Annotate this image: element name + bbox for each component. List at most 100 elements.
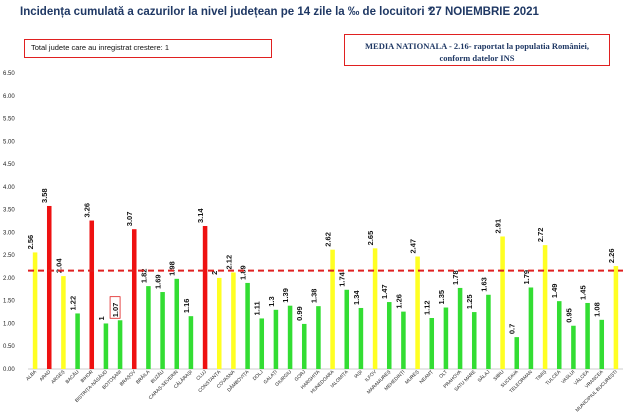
bar-cluj [202,226,208,369]
value-label: 0.95 [564,308,573,323]
value-label: 2.04 [54,258,63,273]
bar-gala-i [273,309,279,369]
national-average-box: MEDIA NATIONALA - 2.16- raportat la popu… [344,34,610,66]
bar-s-laj [486,294,491,369]
national-average-line2: conform datelor INS [439,53,515,63]
value-label: 1.45 [579,285,588,300]
y-tick-label: 5.00 [3,139,15,145]
bar-giurgiu [287,305,293,369]
bar-mure- [415,256,420,369]
value-label: 2.91 [494,219,503,234]
category-label: DOLJ [252,369,265,382]
value-label: 1.89 [239,265,248,280]
category-label: ALBA [25,369,38,382]
bar-municipiul-bucure-ti [613,266,619,369]
bar-arge- [61,276,66,369]
value-label: 1.11 [253,301,262,315]
bar-satu-mare [471,312,477,369]
y-tick-label: 6.00 [3,94,15,100]
category-label: BRAȘOV [119,369,138,388]
y-tick-label: 2.50 [3,253,15,259]
y-tick-label: 3.50 [3,208,15,214]
category-label: GORJ [293,369,307,383]
bar-hunedoara [330,249,335,369]
value-label: 1.35 [437,290,446,305]
value-label: 1.47 [380,284,389,299]
value-label: 1.38 [309,289,318,304]
bar-alba [32,252,38,369]
category-label: DÂMBOVIȚA [226,368,251,393]
bar-ia-i [358,307,364,369]
bar-d-mbovi-a [245,282,250,369]
value-label: 1.49 [550,284,559,299]
bar-buz-u [160,292,165,369]
bar-harghita [316,306,321,369]
chart-title: Incidența cumulată a cazurilor la nivel … [20,6,433,18]
value-label: 2.26 [607,248,616,263]
value-label: 3.58 [40,188,49,203]
bar-bihor [89,220,95,369]
value-label: 1.78 [451,270,460,285]
category-label: CLUJ [195,369,208,382]
bar-mehedin-i [401,311,406,369]
value-label: 3.07 [125,212,134,227]
bar-maramure- [386,302,392,369]
value-label: 0.99 [295,306,304,321]
value-label: 0.7 [508,324,517,334]
bar-ilfov [372,248,378,369]
bar-olt [443,307,449,369]
value-label: 1.12 [423,300,432,315]
bar-ialomi-a [344,289,350,369]
value-label: 1.25 [465,294,474,309]
highlight-box [109,296,121,319]
category-label: GIURGIU [274,369,293,388]
y-tick-label: 4.00 [3,185,15,191]
value-label: 3.14 [196,208,205,223]
value-label: 1.63 [479,277,488,292]
bar-br-ila [146,286,151,369]
increase-count-box: Total judete care au inregistrat crester… [24,39,272,58]
bar-timi- [542,245,548,369]
bar-arad [46,205,52,369]
y-tick-label: 2.00 [3,276,15,282]
bar-vrancea [599,319,605,369]
y-tick-label: 3.00 [3,230,15,236]
bar-covasna [231,272,236,369]
y-tick-label: 5.50 [3,117,15,123]
bar-constan-a [216,277,222,369]
value-label: 1.74 [338,271,347,286]
y-tick-label: 4.50 [3,162,15,168]
value-label: 1.26 [394,294,403,309]
category-label: SIBIU [492,369,505,382]
bar-neam- [429,317,435,369]
value-label: 1.69 [154,274,163,289]
value-label: 1.34 [352,290,361,305]
bar-c-l-ra-i [188,316,194,369]
category-label: BRĂILA [134,368,152,386]
category-label: HUNEDOARA [310,369,336,395]
value-label: 1.08 [593,302,602,317]
y-tick-label: 6.50 [3,71,15,77]
value-label: 2 [210,271,219,275]
value-label: 1.07 [111,303,120,318]
category-label: ARAD [38,369,52,383]
value-label: 1.3 [267,296,276,306]
value-label: 2.47 [409,239,418,254]
category-label: TIMIȘ [535,369,548,382]
bar-boto-ani [117,320,123,369]
value-label: 2.65 [366,231,375,246]
y-tick-label: 1.50 [3,299,15,305]
bar-bistri-a-n-s-ud [103,323,109,369]
y-tick-label: 0.50 [3,344,15,350]
category-label: OLT [438,369,449,380]
bar-prahova [457,287,463,369]
bar-tulcea [556,301,562,369]
bar-sibiu [500,236,505,369]
value-label: 2.62 [324,232,333,247]
bar-bac-u [75,313,80,369]
y-tick-label: 0.00 [3,367,15,373]
bar-cara-severin [174,278,180,369]
chart-date: 27 NOIEMBRIE 2021 [429,6,539,18]
category-label: ARGEȘ [50,369,66,385]
